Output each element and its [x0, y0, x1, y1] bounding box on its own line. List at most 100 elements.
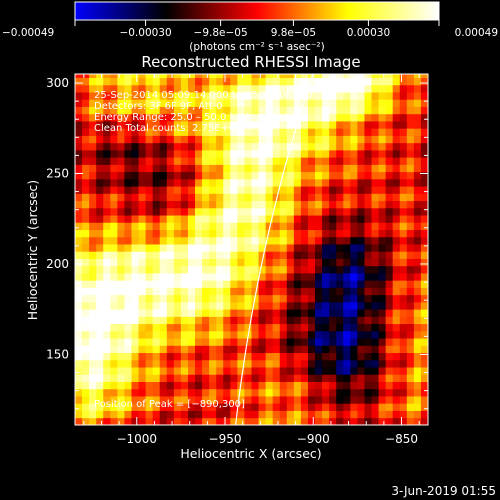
- heatmap-cell: [293, 215, 302, 223]
- heatmap-cell: [173, 381, 182, 390]
- heatmap-cell: [230, 207, 238, 216]
- heatmap-cell: [187, 157, 196, 165]
- heatmap-cell: [82, 215, 90, 223]
- heatmap-cell: [209, 164, 217, 173]
- heatmap-cell: [343, 309, 351, 317]
- heatmap-cell: [103, 135, 111, 144]
- heatmap-cell: [329, 106, 337, 115]
- heatmap-cell: [406, 157, 415, 165]
- heatmap-cell: [300, 374, 309, 382]
- info-annotations: 25-Sep-2014 05:09:14.000 to 05:15:14.000…: [94, 90, 312, 410]
- heatmap-cell: [75, 258, 83, 267]
- heatmap-cell: [364, 99, 372, 107]
- heatmap-cell: [124, 330, 132, 339]
- heatmap-cell: [364, 352, 372, 361]
- heatmap-cell: [131, 258, 139, 267]
- heatmap-cell: [89, 99, 97, 107]
- heatmap-cell: [124, 352, 132, 361]
- heatmap-cell: [350, 345, 358, 354]
- heatmap-cell: [300, 157, 309, 165]
- heatmap-cell: [117, 280, 125, 288]
- heatmap-cell: [117, 99, 125, 107]
- heatmap-cell: [103, 77, 111, 86]
- heatmap-cell: [336, 113, 344, 122]
- heatmap-cell: [293, 367, 302, 375]
- heatmap-cell: [145, 92, 154, 100]
- heatmap-cell: [216, 244, 224, 252]
- heatmap-cell: [103, 396, 111, 404]
- heatmap-cell: [173, 417, 182, 425]
- heatmap-cell: [364, 388, 372, 397]
- heatmap-cell: [343, 77, 351, 86]
- heatmap-cell: [343, 128, 351, 136]
- heatmap-cell: [336, 309, 344, 317]
- heatmap-cell: [166, 222, 175, 230]
- heatmap-cell: [223, 222, 231, 230]
- heatmap-cell: [265, 171, 274, 180]
- colorbar-tick-label: −0.00049: [2, 27, 54, 39]
- heatmap-cell: [187, 367, 196, 375]
- heatmap-cell: [420, 186, 428, 194]
- heatmap-cell: [315, 244, 323, 252]
- heatmap-cell: [413, 330, 422, 339]
- heatmap-cell: [187, 74, 196, 79]
- heatmap-cell: [286, 106, 295, 115]
- heatmap-cell: [166, 74, 175, 79]
- heatmap-cell: [180, 74, 189, 79]
- heatmap-cell: [138, 410, 146, 419]
- heatmap-cell: [223, 106, 231, 115]
- heatmap-cell: [413, 74, 422, 79]
- heatmap-cell: [258, 178, 267, 187]
- heatmap-cell: [209, 128, 217, 136]
- heatmap-cell: [223, 164, 231, 173]
- heatmap-cell: [166, 338, 175, 346]
- heatmap-cell: [350, 229, 358, 238]
- heatmap-cell: [399, 92, 408, 100]
- heatmap-cell: [329, 84, 337, 93]
- heatmap-cell: [202, 280, 210, 288]
- heatmap-cell: [173, 200, 182, 209]
- heatmap-cell: [286, 323, 295, 332]
- heatmap-cell: [406, 417, 415, 425]
- heatmap-cell: [399, 135, 408, 144]
- heatmap-cell: [392, 323, 401, 332]
- heatmap-cell: [378, 222, 387, 230]
- heatmap-cell: [364, 396, 372, 404]
- heatmap-cell: [279, 323, 288, 332]
- heatmap-cell: [378, 121, 387, 129]
- heatmap-cell: [251, 280, 259, 288]
- annotation-time: 25-Sep-2014 05:09:14.000 to 05:15:14.000: [94, 90, 312, 101]
- heatmap-cell: [103, 113, 111, 122]
- heatmap-cell: [75, 113, 83, 122]
- heatmap-cell: [329, 251, 337, 259]
- heatmap-cell: [322, 417, 330, 425]
- heatmap-cell: [413, 207, 422, 216]
- heatmap-cell: [138, 258, 146, 267]
- heatmap-cell: [237, 229, 245, 238]
- heatmap-cell: [138, 164, 146, 173]
- heatmap-cell: [117, 186, 125, 194]
- heatmap-cell: [244, 236, 252, 245]
- heatmap-cell: [385, 367, 394, 375]
- heatmap-cell: [237, 200, 245, 209]
- heatmap-cell: [336, 301, 344, 310]
- heatmap-cell: [195, 77, 203, 86]
- heatmap-cell: [329, 200, 337, 209]
- heatmap-cell: [336, 388, 344, 397]
- heatmap-cell: [103, 410, 111, 419]
- heatmap-cell: [96, 92, 104, 100]
- heatmap-cell: [413, 84, 422, 93]
- heatmap-cell: [350, 388, 358, 397]
- heatmap-cell: [96, 273, 104, 281]
- heatmap-cell: [173, 215, 182, 223]
- heatmap-cell: [357, 273, 365, 281]
- heatmap-cell: [173, 193, 182, 202]
- heatmap-cell: [138, 316, 146, 325]
- heatmap-cell: [357, 352, 365, 361]
- heatmap-cell: [258, 287, 267, 296]
- heatmap-cell: [286, 359, 295, 368]
- heatmap-cell: [131, 157, 139, 165]
- heatmap-cell: [265, 403, 274, 411]
- heatmap-cell: [75, 265, 83, 274]
- heatmap-cell: [173, 171, 182, 180]
